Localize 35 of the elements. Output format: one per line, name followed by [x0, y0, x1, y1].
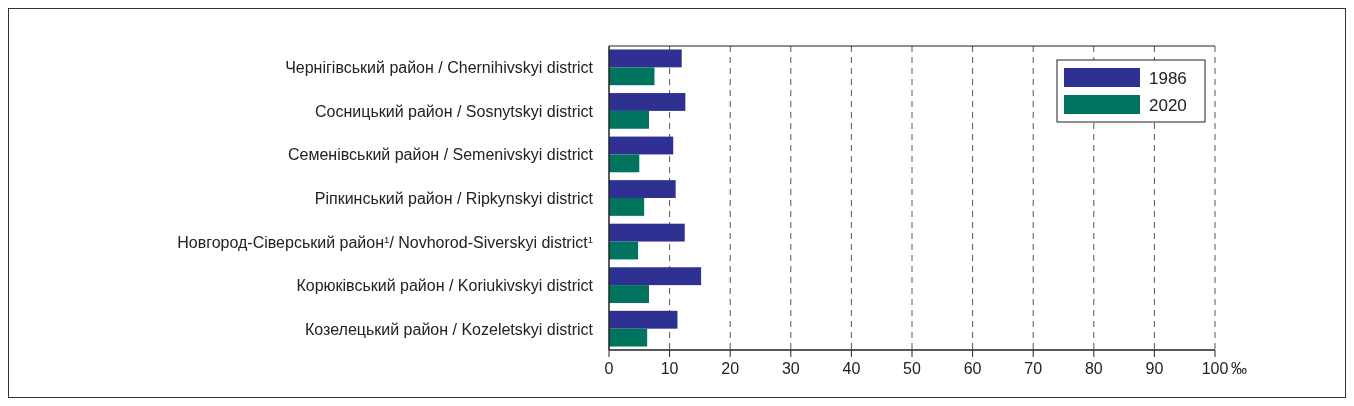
- x-tick-label: 60: [963, 360, 982, 377]
- x-tick-label: 100: [1201, 360, 1229, 377]
- x-tick-label: 50: [903, 360, 921, 377]
- bar: [609, 110, 649, 129]
- y-tick-label: Семенівський район / Semenivskyi district: [288, 146, 594, 164]
- x-tick-label: 0: [604, 360, 614, 377]
- x-tick-label: 40: [842, 360, 861, 377]
- bar: [609, 267, 702, 286]
- y-tick-label: Сосницький район / Sosnytskyi district: [315, 102, 594, 120]
- bar: [609, 49, 682, 68]
- x-tick-label: 20: [721, 360, 740, 377]
- y-tick-label: Ріпкинський район / Ripkynskyi district: [314, 190, 594, 207]
- bar: [609, 310, 678, 329]
- bar: [609, 198, 645, 216]
- x-tick-label: 70: [1024, 360, 1043, 377]
- legend-label: 1986: [1149, 69, 1187, 88]
- bar: [609, 67, 655, 86]
- x-axis-title: ‰: [1231, 360, 1247, 377]
- x-tick-label: 30: [781, 360, 800, 377]
- bar: [609, 223, 685, 242]
- y-tick-label: Чернігівський район / Chernihivskyi district: [285, 59, 594, 77]
- bar: [609, 328, 648, 347]
- bar: [609, 93, 686, 111]
- bar: [609, 136, 674, 155]
- bar: [609, 241, 639, 260]
- bar: [609, 180, 676, 198]
- y-tick-label: Козелецький район / Kozeletskyi district: [304, 320, 594, 338]
- x-tick-label: 90: [1145, 360, 1164, 377]
- y-tick-label: Корюківський район / Koriukivskyi district: [296, 277, 594, 295]
- bar: [609, 154, 640, 173]
- legend-label: 2020: [1149, 96, 1187, 115]
- x-tick-label: 80: [1084, 360, 1103, 377]
- y-tick-label: Новгород-Сіверський район$^{1}$/ Novhorod-Siverskyi district$^{1}$: [177, 233, 593, 251]
- x-tick-label: 10: [660, 360, 679, 377]
- bar: [609, 285, 649, 303]
